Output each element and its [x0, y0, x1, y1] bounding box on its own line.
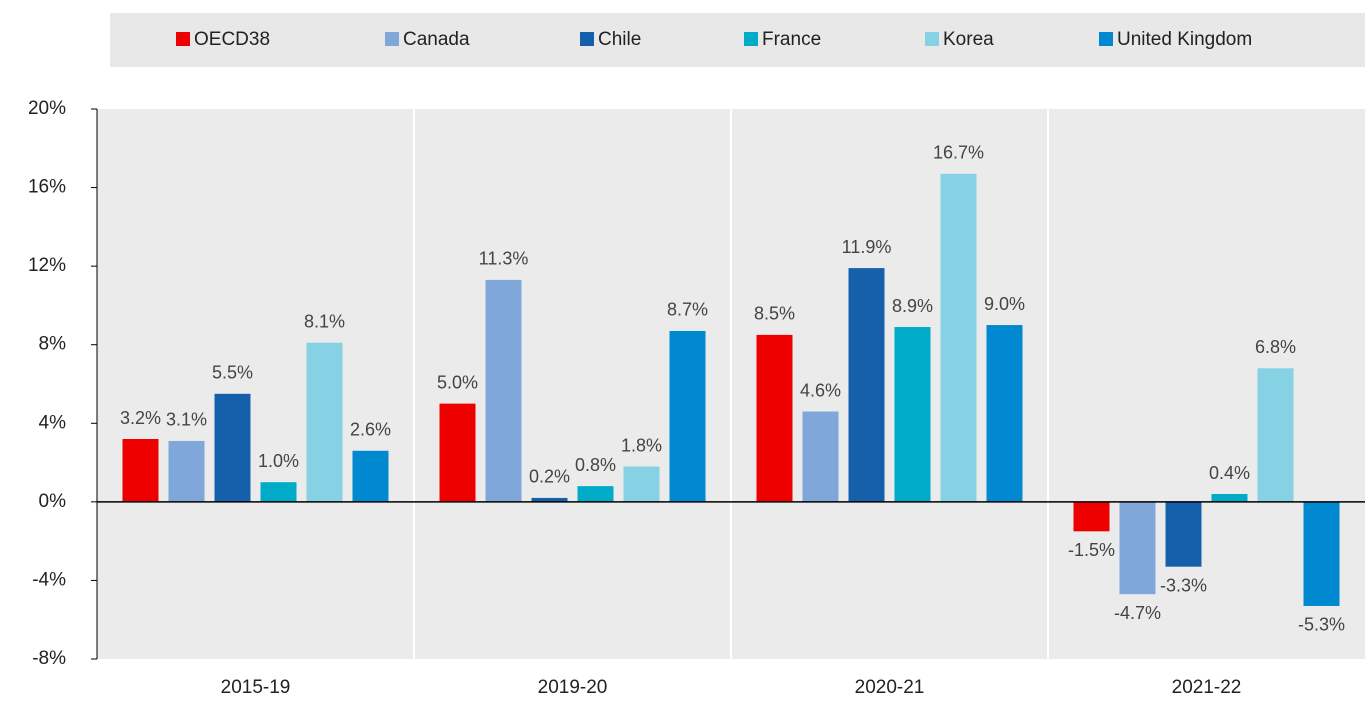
data-label: 5.0%	[437, 372, 478, 392]
data-label: 9.0%	[984, 294, 1025, 314]
x-tick-label: 2015-19	[221, 677, 291, 698]
data-label: 1.8%	[621, 435, 662, 455]
legend-swatch	[1099, 32, 1113, 46]
x-tick-label: 2019-20	[538, 677, 608, 698]
legend-label: United Kingdom	[1117, 29, 1252, 50]
y-tick-label: 4%	[39, 412, 67, 433]
data-label: 2.6%	[350, 420, 391, 440]
bar	[306, 342, 343, 502]
data-label: -5.3%	[1298, 615, 1345, 635]
bar	[168, 440, 205, 502]
bar	[352, 450, 389, 502]
y-tick-label: 0%	[39, 491, 67, 512]
legend-swatch	[176, 32, 190, 46]
legend-label: France	[762, 29, 821, 50]
data-label: 11.3%	[479, 249, 529, 269]
x-tick-label: 2021-22	[1172, 677, 1242, 698]
data-label: 8.9%	[892, 296, 933, 316]
data-label: -4.7%	[1114, 603, 1161, 623]
data-label: 6.8%	[1255, 337, 1296, 357]
data-label: 3.2%	[120, 408, 161, 428]
data-label: 16.7%	[933, 143, 984, 163]
data-label: -1.5%	[1068, 540, 1115, 560]
y-tick-label: 16%	[28, 177, 66, 198]
data-label: 5.5%	[212, 363, 253, 383]
bar	[122, 439, 159, 502]
legend-swatch	[580, 32, 594, 46]
legend-label: OECD38	[194, 29, 270, 50]
bar	[1257, 368, 1294, 502]
bar	[214, 393, 251, 502]
data-label: 8.1%	[304, 312, 345, 332]
bar	[1165, 501, 1202, 567]
data-label: 11.9%	[842, 237, 892, 257]
bar	[485, 279, 522, 502]
y-tick-label: 8%	[39, 334, 67, 355]
data-label: 0.2%	[529, 467, 570, 487]
data-label: -3.3%	[1160, 575, 1207, 595]
legend-label: Korea	[943, 29, 994, 50]
bar	[1073, 501, 1110, 532]
data-label: 4.6%	[800, 380, 841, 400]
bar	[260, 482, 297, 502]
bar	[531, 497, 568, 502]
bar	[986, 325, 1023, 502]
bar	[848, 268, 885, 502]
bar	[439, 403, 476, 502]
data-label: 8.7%	[667, 300, 708, 320]
data-label: 1.0%	[258, 451, 299, 471]
legend-label: Chile	[598, 29, 641, 50]
y-tick-label: 20%	[28, 98, 66, 119]
bar	[577, 486, 614, 502]
bar	[802, 411, 839, 502]
bar	[940, 173, 977, 502]
legend-swatch	[925, 32, 939, 46]
y-tick-label: 12%	[28, 255, 66, 276]
legend-swatch	[744, 32, 758, 46]
legend-swatch	[385, 32, 399, 46]
bar	[623, 466, 660, 502]
data-label: 3.1%	[166, 410, 207, 430]
data-label: 8.5%	[754, 304, 795, 324]
data-label: 0.8%	[575, 455, 616, 475]
legend-background	[110, 13, 1365, 67]
bar	[1211, 494, 1248, 502]
legend-label: Canada	[403, 29, 470, 50]
bar	[669, 330, 706, 502]
y-tick-label: -4%	[32, 569, 66, 590]
bar	[1303, 501, 1340, 606]
data-label: 0.4%	[1209, 463, 1250, 483]
bar	[894, 327, 931, 502]
x-tick-label: 2020-21	[855, 677, 925, 698]
bar	[1119, 501, 1156, 595]
y-tick-label: -8%	[32, 648, 66, 669]
bar	[756, 334, 793, 502]
